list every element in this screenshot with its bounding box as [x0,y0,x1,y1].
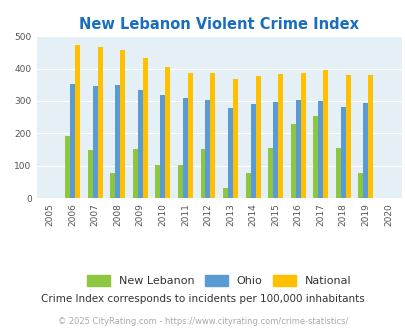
Bar [200,149,205,198]
Bar [92,86,98,198]
Bar [98,47,102,198]
Bar [160,95,165,198]
Bar [87,150,92,198]
Bar [183,98,188,198]
Bar [300,73,305,198]
Bar [290,124,295,198]
Bar [313,115,318,198]
Bar [120,50,125,198]
Bar [165,67,170,198]
Legend: New Lebanon, Ohio, National: New Lebanon, Ohio, National [84,271,354,289]
Bar [70,84,75,198]
Bar [273,102,277,198]
Bar [177,165,183,198]
Bar [277,74,282,198]
Bar [362,103,367,198]
Bar [205,100,210,198]
Bar [345,75,350,198]
Bar [295,100,300,198]
Bar [250,104,255,198]
Bar [340,107,345,198]
Bar [75,45,80,198]
Bar [335,148,340,198]
Bar [232,79,237,198]
Text: Crime Index corresponds to incidents per 100,000 inhabitants: Crime Index corresponds to incidents per… [41,294,364,304]
Bar [143,58,147,198]
Bar [115,85,120,198]
Bar [222,188,228,198]
Bar [137,90,143,198]
Text: © 2025 CityRating.com - https://www.cityrating.com/crime-statistics/: © 2025 CityRating.com - https://www.city… [58,317,347,326]
Bar [228,108,232,198]
Bar [188,73,192,198]
Bar [210,73,215,198]
Bar [65,136,70,198]
Bar [268,148,273,198]
Bar [318,101,322,198]
Bar [322,70,327,198]
Bar [132,149,137,198]
Bar [155,165,160,198]
Bar [255,77,260,198]
Bar [245,173,250,198]
Bar [358,173,362,198]
Bar [110,173,115,198]
Bar [367,76,372,198]
Title: New Lebanon Violent Crime Index: New Lebanon Violent Crime Index [79,17,358,32]
